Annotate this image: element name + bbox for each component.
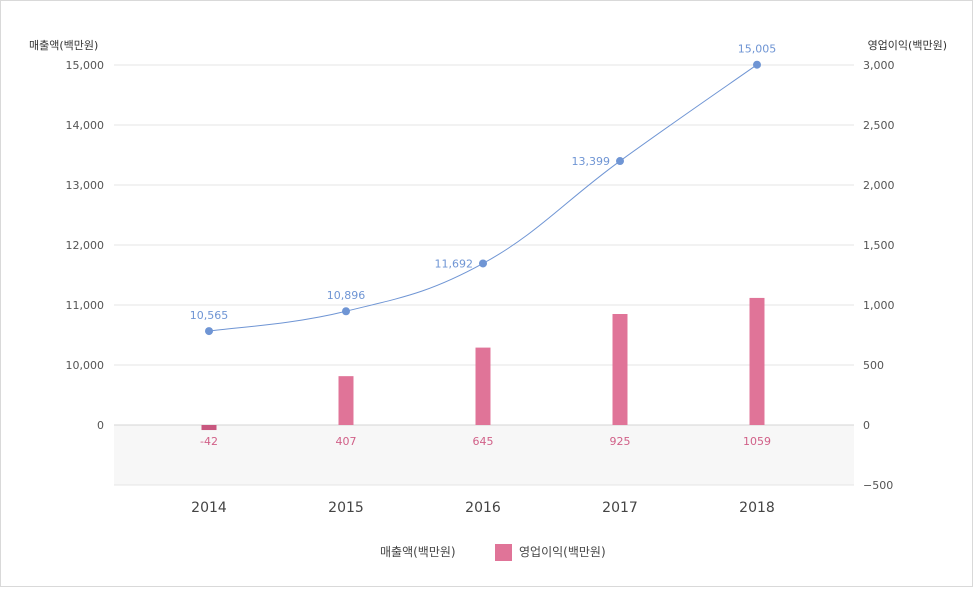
revenue-point xyxy=(753,60,761,69)
revenue-value-label: 13,399 xyxy=(572,155,611,168)
right-tick-label: 2,000 xyxy=(863,179,895,192)
operating-profit-bar xyxy=(749,297,765,425)
legend-item-revenue[interactable]: 매출액(백만원) xyxy=(380,545,456,559)
revenue-value-label: 15,005 xyxy=(738,43,777,56)
x-category-label: 2016 xyxy=(465,500,501,516)
operating-profit-value-label: 1059 xyxy=(743,435,771,448)
legend-item-operating-profit[interactable]: 영업이익(백만원) xyxy=(519,545,606,559)
revenue-point xyxy=(342,307,350,316)
operating-profit-value-label: -42 xyxy=(200,435,218,448)
left-tick-label: 0 xyxy=(97,419,104,432)
revenue-line xyxy=(205,60,761,336)
revenue-value-label: 11,692 xyxy=(435,257,474,270)
x-axis-categories: 2014 2015 2016 2017 2018 xyxy=(191,500,775,516)
left-axis-ticks: 0 10,000 11,000 12,000 13,000 14,000 15,000 xyxy=(66,59,105,432)
left-tick-label: 13,000 xyxy=(66,179,105,192)
right-tick-label: 2,500 xyxy=(863,119,895,132)
revenue-value-label: 10,896 xyxy=(327,289,366,302)
operating-profit-labels: -42 407 645 925 1059 xyxy=(200,435,771,448)
left-tick-label: 12,000 xyxy=(66,239,105,252)
right-tick-label: 500 xyxy=(863,359,884,372)
revenue-value-label: 10,565 xyxy=(190,309,229,322)
right-tick-label: −500 xyxy=(863,479,893,492)
right-tick-label: 0 xyxy=(863,419,870,432)
revenue-labels: 10,565 10,896 11,692 13,399 15,005 xyxy=(190,43,777,322)
x-category-label: 2018 xyxy=(739,500,775,516)
right-axis-ticks: −500 0 500 1,000 1,500 2,000 2,500 3,000 xyxy=(863,59,895,492)
legend[interactable]: 매출액(백만원) 영업이익(백만원) xyxy=(380,544,606,561)
legend-swatch-operating-profit xyxy=(495,544,512,561)
right-tick-label: 1,500 xyxy=(863,239,895,252)
operating-profit-value-label: 407 xyxy=(336,435,357,448)
x-category-label: 2015 xyxy=(328,500,364,516)
left-tick-label: 10,000 xyxy=(66,359,105,372)
operating-profit-bar xyxy=(201,425,217,431)
revenue-point xyxy=(479,259,487,268)
operating-profit-value-label: 925 xyxy=(610,435,631,448)
x-category-label: 2017 xyxy=(602,500,638,516)
operating-profit-value-label: 645 xyxy=(473,435,494,448)
x-category-label: 2014 xyxy=(191,500,227,516)
left-tick-label: 11,000 xyxy=(66,299,105,312)
revenue-line-path xyxy=(208,64,758,332)
left-tick-label: 14,000 xyxy=(66,119,105,132)
right-tick-label: 3,000 xyxy=(863,59,895,72)
right-axis-title: 영업이익(백만원) xyxy=(868,39,947,52)
right-tick-label: 1,000 xyxy=(863,299,895,312)
negative-region-band xyxy=(114,425,854,485)
revenue-point xyxy=(616,157,624,166)
left-axis-title: 매출액(백만원) xyxy=(29,39,98,52)
operating-profit-bars xyxy=(201,297,765,431)
operating-profit-bar xyxy=(475,347,491,425)
left-tick-label: 15,000 xyxy=(66,59,105,72)
operating-profit-bar xyxy=(338,376,354,425)
revenue-point xyxy=(205,327,213,336)
negative-band xyxy=(114,425,854,485)
operating-profit-bar xyxy=(612,314,628,425)
